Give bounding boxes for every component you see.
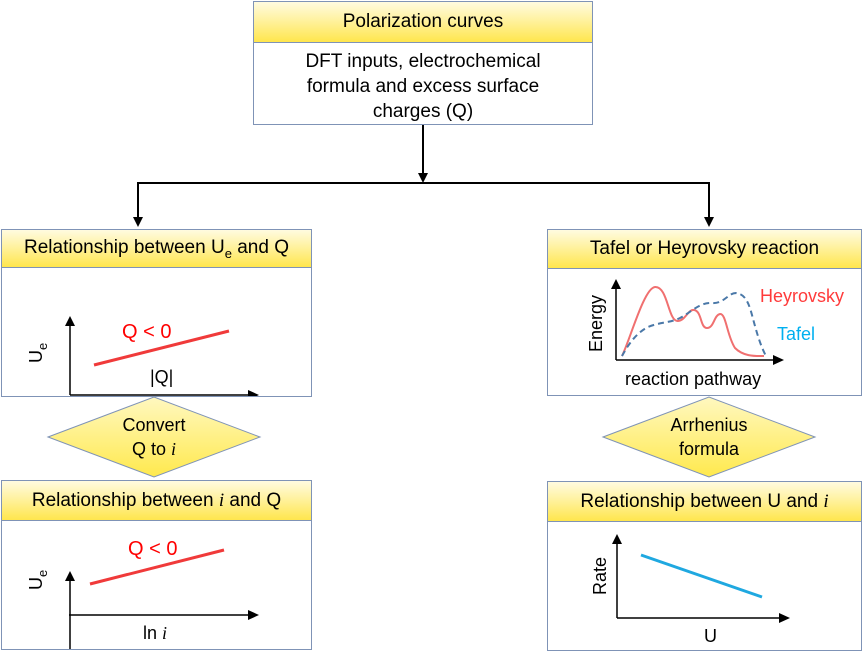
ue-q-relationship-box: Relationship between Ue and Q Q < 0 Ue <box>1 229 312 400</box>
ue-q-plot: Q < 0 Ue <box>26 316 259 400</box>
inputs-line-1: DFT inputs, electrochemical <box>305 51 541 72</box>
polarization-inputs-text: DFT inputs, electrochemical formula and … <box>254 43 592 124</box>
energy-x-label: reaction pathway <box>625 369 762 389</box>
i-q-relationship-title: Relationship between i and Q <box>31 489 282 511</box>
inputs-line-3: charges (Q) <box>372 101 474 122</box>
u-i-relationship-header: Relationship between U and i <box>548 482 861 522</box>
tafel-heyrovsky-title: Tafel or Heyrovsky reaction <box>589 238 820 259</box>
ue-q-relationship-title: Relationship between Ue and Q <box>24 236 289 261</box>
u-i-relationship-box: Relationship between U and i <box>547 481 862 651</box>
convert-line-1: Convert <box>122 415 186 435</box>
polarization-curves-header: Polarization curves <box>254 2 592 43</box>
u-i-relationship-title: Relationship between U and i <box>580 490 829 512</box>
arrhenius-diamond: Arrhenius formula <box>645 410 773 464</box>
ue-q-annotation: Q < 0 <box>122 321 171 343</box>
arrhenius-line-1: Arrhenius <box>670 415 748 435</box>
i-q-relationship-header: Relationship between i and Q <box>2 481 311 521</box>
inputs-line-2: formula and excess surface <box>306 76 540 97</box>
tafel-heyrovsky-header: Tafel or Heyrovsky reaction <box>548 230 861 269</box>
polarization-curves-title: Polarization curves <box>342 11 504 32</box>
arrhenius-line-2: formula <box>678 439 739 459</box>
convert-diamond: Convert Q to i <box>90 410 218 464</box>
convert-line-2: Q to i <box>131 439 177 459</box>
ue-q-x-label: |Q| <box>150 367 174 387</box>
ue-q-y-label: Ue <box>26 343 50 363</box>
i-q-x-label: ln i <box>143 623 168 643</box>
ue-q-trend-line <box>93 329 230 367</box>
ue-q-relationship-header: Relationship between Ue and Q <box>2 230 311 268</box>
polarization-curves-box: Polarization curves DFT inputs, electroc… <box>253 1 593 125</box>
rate-x-label: U <box>704 626 717 646</box>
